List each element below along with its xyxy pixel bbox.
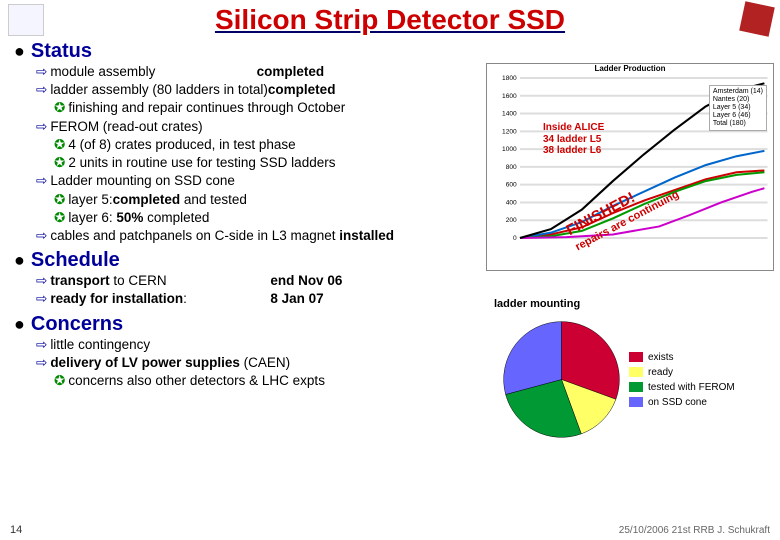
status-columns: module assembly completedladder assembly…: [0, 63, 780, 245]
pie-legend-item: exists: [629, 352, 735, 363]
bullet-item: FEROM (read-out crates): [36, 118, 468, 136]
chart-legend: Amsterdam (14)Nantes (20)Layer 5 (34)Lay…: [709, 85, 767, 131]
bullet-item: layer 5:completed and tested: [54, 191, 468, 209]
inside-alice-l3: 38 ladder L6: [543, 145, 601, 156]
chart-legend-item: Amsterdam (14): [713, 88, 763, 96]
bullet-item: layer 6: 50% completed: [54, 209, 468, 227]
inside-alice-label: Inside ALICE 34 ladder L5 38 ladder L6: [543, 122, 604, 157]
pie-title: ladder mounting: [494, 298, 774, 310]
logo-right: [739, 1, 775, 37]
svg-text:0: 0: [513, 235, 517, 242]
ladder-production-chart: Ladder Production 0 200 400 600 800 1000 1200 1…: [486, 63, 774, 271]
page-number: 14: [10, 524, 22, 536]
pie-legend-item: tested with FEROM: [629, 382, 735, 393]
svg-text:1000: 1000: [502, 146, 517, 153]
page-title: Silicon Strip Detector SSD: [0, 0, 780, 36]
chart-legend-item: Nantes (20): [713, 96, 763, 104]
bullet-item: 4 (of 8) crates produced, in test phase: [54, 136, 468, 154]
pie-legend-item: ready: [629, 367, 735, 378]
pie-svg: [494, 312, 629, 447]
bullet-item: module assembly completed: [36, 63, 468, 81]
status-header: Status: [14, 40, 780, 63]
svg-text:800: 800: [506, 164, 518, 171]
svg-text:200: 200: [506, 217, 518, 224]
schedule-row: transport to CERNend Nov 06: [36, 272, 780, 290]
ladder-mounting-pie: ladder mounting exists ready tested with F…: [494, 298, 774, 488]
bullet-item: Ladder mounting on SSD cone: [36, 172, 468, 190]
chart-legend-item: Layer 5 (34): [713, 104, 763, 112]
pie-legend: exists ready tested with FEROM on SSD cone: [629, 348, 735, 412]
status-content: module assembly completedladder assembly…: [0, 63, 468, 245]
footer-right: 25/10/2006 21st RRB J. Schukraft: [619, 525, 770, 536]
chart-legend-item: Layer 6 (46): [713, 112, 763, 120]
bullet-item: ladder assembly (80 ladders in total)com…: [36, 81, 468, 99]
inside-alice-l2: 34 ladder L5: [543, 134, 601, 145]
chart-title: Ladder Production: [487, 64, 773, 73]
svg-text:400: 400: [506, 200, 518, 207]
bullet-item: 2 units in routine use for testing SSD l…: [54, 154, 468, 172]
bullet-item: finishing and repair continues through O…: [54, 99, 468, 117]
bullet-item: cables and patchpanels on C-side in L3 m…: [36, 227, 468, 245]
svg-text:1200: 1200: [502, 129, 517, 136]
logo-left: [8, 4, 44, 36]
status-chart-col: Ladder Production 0 200 400 600 800 1000 1200 1…: [468, 63, 780, 245]
svg-text:1600: 1600: [502, 93, 517, 100]
chart-legend-item: Total (180): [713, 120, 763, 128]
svg-text:600: 600: [506, 182, 518, 189]
inside-alice-l1: Inside ALICE: [543, 122, 604, 133]
pie-legend-item: on SSD cone: [629, 397, 735, 408]
svg-text:1400: 1400: [502, 111, 517, 118]
svg-text:1800: 1800: [502, 75, 517, 82]
